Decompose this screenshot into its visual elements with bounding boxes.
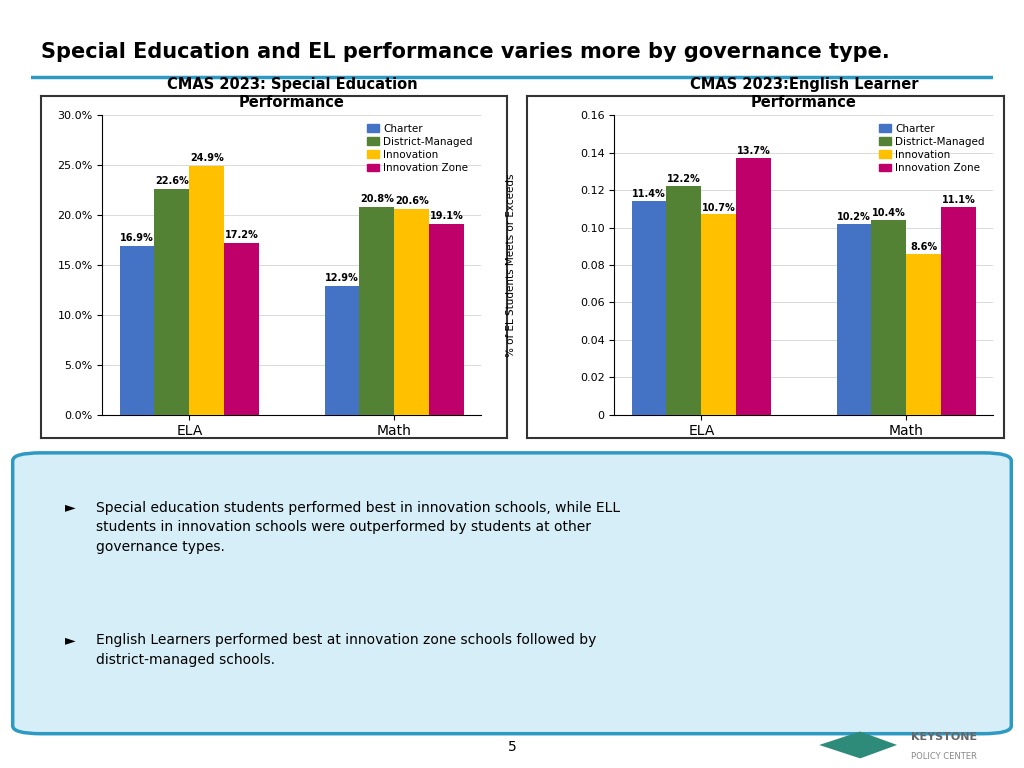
Title: CMAS 2023: Special Education
Performance: CMAS 2023: Special Education Performance (167, 78, 417, 110)
Text: English Learners performed best at innovation zone schools followed by
district-: English Learners performed best at innov… (95, 633, 596, 667)
Bar (837, 223, 871, 415)
Text: 5: 5 (508, 740, 516, 754)
Text: POLICY CENTER: POLICY CENTER (911, 752, 977, 761)
Text: 16.9%: 16.9% (120, 233, 154, 243)
Legend: Charter, District-Managed, Innovation, Innovation Zone: Charter, District-Managed, Innovation, I… (364, 121, 476, 176)
FancyBboxPatch shape (12, 453, 1012, 733)
Legend: Charter, District-Managed, Innovation, Innovation Zone: Charter, District-Managed, Innovation, I… (876, 121, 988, 176)
Bar (667, 187, 701, 415)
Text: 12.9%: 12.9% (326, 273, 359, 283)
Text: KEYSTONE: KEYSTONE (911, 732, 978, 743)
Text: 20.8%: 20.8% (360, 194, 394, 204)
Bar (871, 220, 906, 415)
Text: 11.4%: 11.4% (632, 190, 666, 200)
Bar (155, 189, 189, 415)
Bar (189, 166, 224, 415)
Bar (632, 201, 667, 415)
Text: 17.2%: 17.2% (224, 230, 258, 240)
Text: 20.6%: 20.6% (395, 196, 429, 206)
Text: Special education students performed best in innovation schools, while ELL
stude: Special education students performed bes… (95, 501, 620, 554)
Title: CMAS 2023:English Learner
Performance: CMAS 2023:English Learner Performance (689, 78, 919, 110)
Text: 10.7%: 10.7% (701, 203, 735, 213)
Y-axis label: % of EL Students Meets or Exceeds: % of EL Students Meets or Exceeds (506, 174, 516, 356)
Bar (325, 286, 359, 415)
Polygon shape (819, 731, 897, 759)
Text: 24.9%: 24.9% (189, 153, 223, 163)
Bar (906, 253, 941, 415)
Text: ►: ► (65, 633, 75, 647)
Text: 11.1%: 11.1% (942, 195, 976, 205)
Text: 13.7%: 13.7% (736, 147, 770, 157)
Bar (120, 246, 155, 415)
Text: 10.2%: 10.2% (838, 212, 871, 222)
Bar (359, 207, 394, 415)
Bar (224, 243, 259, 415)
Text: ►: ► (65, 501, 75, 515)
Text: 22.6%: 22.6% (155, 176, 188, 186)
Bar (736, 158, 771, 415)
Bar (429, 224, 464, 415)
Bar (941, 207, 976, 415)
Text: 12.2%: 12.2% (667, 174, 700, 184)
Text: 8.6%: 8.6% (910, 242, 937, 252)
Bar (701, 214, 736, 415)
Bar (394, 209, 429, 415)
Text: 19.1%: 19.1% (430, 211, 464, 221)
Text: 10.4%: 10.4% (872, 208, 906, 218)
Text: Special Education and EL performance varies more by governance type.: Special Education and EL performance var… (41, 42, 890, 62)
